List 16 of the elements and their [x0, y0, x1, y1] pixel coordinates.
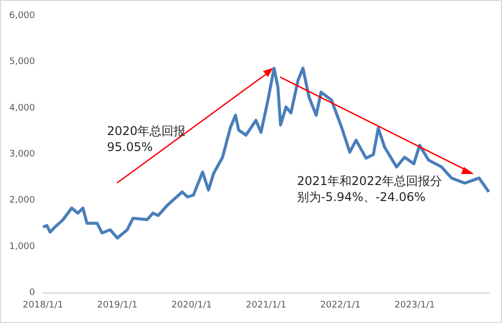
x-tick-label: 2022/1/1 — [320, 300, 361, 310]
y-tick-label: 6,000 — [9, 11, 36, 21]
y-tick-label: 3,000 — [9, 150, 36, 160]
annotation: 2021年和2022年总回报分别为-5.94%、-24.06% — [297, 173, 444, 205]
x-tick-label: 2023/1/1 — [394, 300, 435, 310]
x-tick-label: 2018/1/1 — [22, 300, 64, 310]
line-series — [42, 66, 490, 240]
y-tick-label: 4,000 — [9, 103, 36, 114]
y-tick-label: 2,000 — [9, 196, 36, 206]
y-tick-label: 5,000 — [9, 57, 36, 68]
y-tick-label: 1,000 — [9, 242, 36, 252]
y-tick-label: 0 — [29, 288, 36, 298]
x-tick-label: 2020/1/1 — [171, 300, 212, 310]
annotation: 2020年总回报 95.05% — [107, 123, 186, 155]
x-tick-label: 2021/1/1 — [246, 300, 286, 310]
x-tick-label: 2019/1/1 — [97, 300, 138, 310]
